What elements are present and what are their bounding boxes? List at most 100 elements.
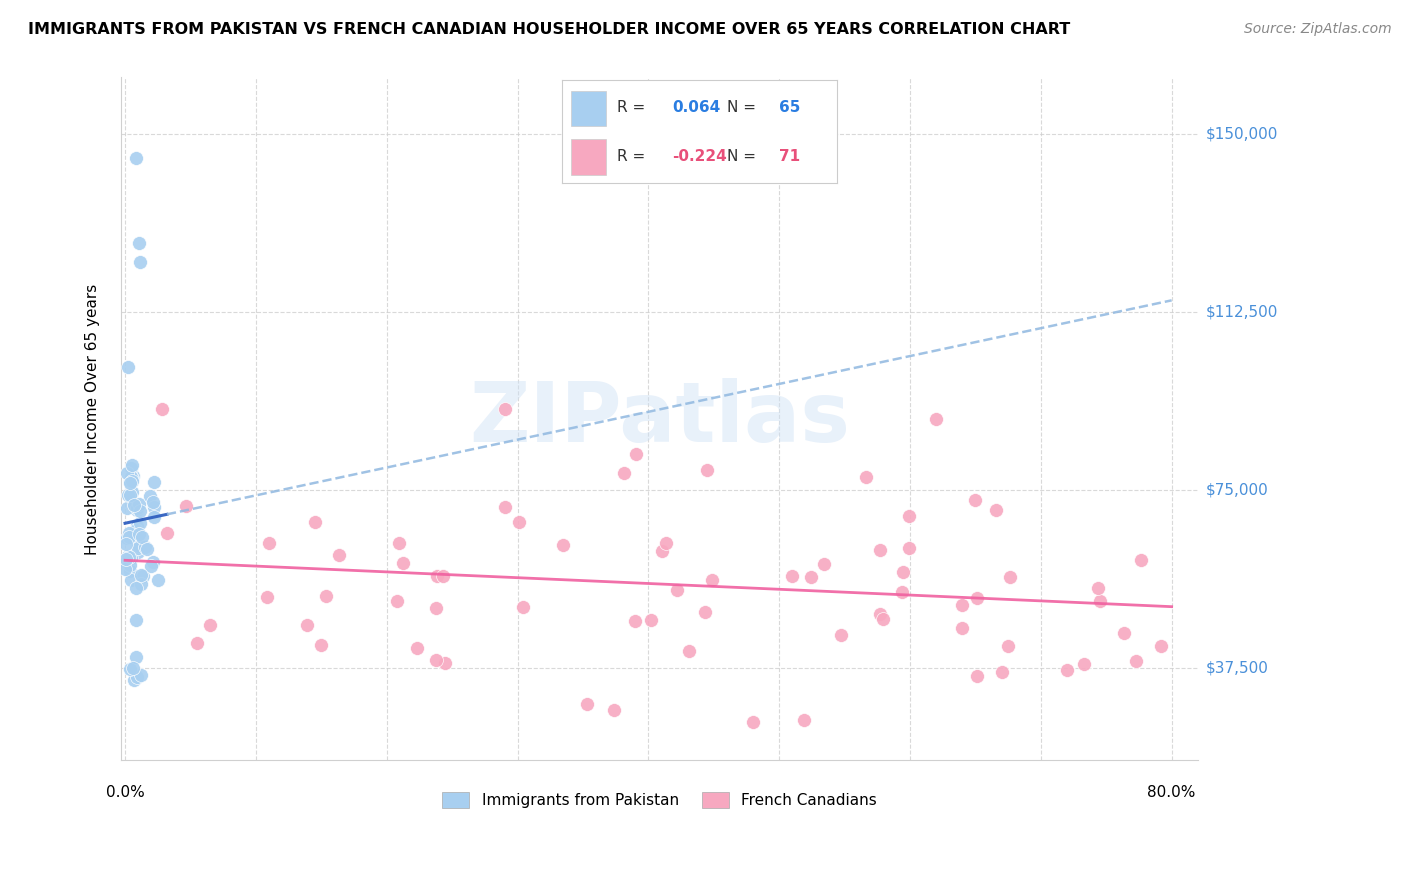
Point bbox=[1112, 626, 1135, 640]
Point bbox=[127, 541, 149, 556]
Point bbox=[855, 470, 877, 484]
Point bbox=[693, 605, 716, 619]
Point bbox=[142, 495, 165, 509]
Point bbox=[131, 568, 153, 582]
Point bbox=[131, 530, 153, 544]
Text: N =: N = bbox=[727, 101, 761, 115]
Point bbox=[120, 460, 142, 475]
Point bbox=[1129, 553, 1152, 567]
Point bbox=[121, 469, 143, 483]
Y-axis label: Householder Income Over 65 years: Householder Income Over 65 years bbox=[86, 284, 100, 555]
Text: 65: 65 bbox=[779, 101, 800, 115]
Point bbox=[117, 359, 139, 374]
Point bbox=[1088, 593, 1111, 607]
Text: IMMIGRANTS FROM PAKISTAN VS FRENCH CANADIAN HOUSEHOLDER INCOME OVER 65 YEARS COR: IMMIGRANTS FROM PAKISTAN VS FRENCH CANAD… bbox=[28, 22, 1070, 37]
Text: -0.224: -0.224 bbox=[672, 149, 727, 164]
Point bbox=[654, 536, 676, 550]
Point bbox=[121, 474, 143, 488]
Point bbox=[997, 639, 1019, 653]
Point bbox=[426, 569, 449, 583]
Text: N =: N = bbox=[727, 149, 761, 164]
Point bbox=[114, 562, 136, 576]
Point bbox=[124, 524, 146, 539]
Point bbox=[121, 458, 143, 472]
Point bbox=[125, 649, 148, 664]
Point bbox=[891, 585, 914, 599]
Point bbox=[651, 544, 673, 558]
Point bbox=[742, 715, 765, 730]
Point bbox=[118, 564, 141, 578]
Point bbox=[869, 542, 891, 557]
Point bbox=[117, 549, 139, 564]
Point bbox=[309, 638, 332, 652]
Point bbox=[120, 470, 142, 484]
Point bbox=[118, 525, 141, 540]
Point bbox=[122, 499, 145, 513]
Point bbox=[666, 582, 689, 597]
Point bbox=[125, 581, 148, 595]
Text: $112,500: $112,500 bbox=[1206, 305, 1278, 319]
Point bbox=[115, 537, 138, 551]
Point bbox=[128, 236, 150, 251]
Point bbox=[950, 598, 973, 612]
Point bbox=[388, 536, 411, 550]
Point bbox=[830, 628, 852, 642]
Point bbox=[132, 569, 155, 583]
Point bbox=[121, 471, 143, 485]
Point bbox=[124, 523, 146, 537]
Text: $75,000: $75,000 bbox=[1206, 483, 1268, 498]
Text: $37,500: $37,500 bbox=[1206, 660, 1270, 675]
Point bbox=[118, 475, 141, 490]
Point bbox=[782, 569, 804, 583]
Point bbox=[391, 557, 413, 571]
Point bbox=[115, 466, 138, 480]
Point bbox=[186, 635, 208, 649]
Point bbox=[120, 474, 142, 488]
Point bbox=[950, 621, 973, 635]
Point bbox=[125, 519, 148, 533]
Point bbox=[406, 641, 429, 656]
Point bbox=[315, 589, 337, 603]
Point bbox=[925, 412, 948, 426]
Text: 0.0%: 0.0% bbox=[105, 785, 145, 800]
Point bbox=[125, 151, 148, 165]
Point bbox=[115, 501, 138, 516]
Point bbox=[991, 665, 1014, 679]
Point bbox=[1087, 581, 1109, 595]
Point bbox=[139, 559, 162, 574]
Point bbox=[800, 570, 823, 584]
Point bbox=[120, 488, 142, 502]
Point bbox=[200, 618, 222, 632]
Point bbox=[891, 566, 914, 580]
Text: 80.0%: 80.0% bbox=[1147, 785, 1197, 800]
Point bbox=[494, 500, 516, 514]
Point bbox=[425, 601, 447, 615]
Point bbox=[146, 574, 169, 588]
Point bbox=[966, 669, 988, 683]
Point bbox=[129, 504, 152, 518]
Point bbox=[986, 502, 1008, 516]
Point bbox=[696, 463, 718, 477]
Point bbox=[432, 569, 454, 583]
Point bbox=[124, 613, 146, 627]
Point bbox=[139, 489, 162, 503]
Bar bbox=[571, 91, 606, 127]
Point bbox=[494, 402, 516, 417]
Point bbox=[141, 555, 163, 569]
Point bbox=[1073, 657, 1095, 672]
Point bbox=[143, 500, 166, 514]
Point bbox=[128, 539, 150, 553]
Point bbox=[122, 661, 145, 675]
Point bbox=[678, 644, 700, 658]
Point bbox=[134, 540, 156, 554]
Point bbox=[125, 670, 148, 684]
Point bbox=[127, 502, 149, 516]
Text: 0.064: 0.064 bbox=[672, 101, 720, 115]
Point bbox=[304, 516, 326, 530]
Point bbox=[136, 542, 159, 557]
Point bbox=[512, 600, 534, 615]
Point bbox=[966, 591, 988, 605]
Point bbox=[257, 535, 280, 549]
Bar bbox=[571, 139, 606, 175]
Point bbox=[624, 614, 647, 628]
